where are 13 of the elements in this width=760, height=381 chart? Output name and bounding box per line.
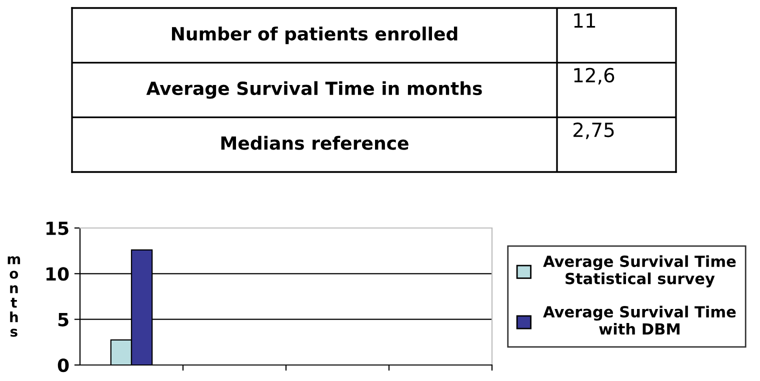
text: Medians reference	[221, 136, 408, 150]
y-tick-label: 5	[58, 313, 68, 326]
text: 11	[574, 13, 596, 28]
y-tick-label: 0	[58, 358, 69, 372]
y-axis-title: months	[8, 256, 20, 337]
y-tick-label: 15	[46, 222, 68, 236]
y-tick-label: 10	[46, 267, 69, 281]
text: Average Survival Time in months	[146, 81, 482, 99]
legend-label: Average Survival Time Statistical survey	[543, 255, 736, 288]
text: 2,75	[574, 122, 614, 140]
text: 12,6	[574, 68, 614, 85]
text: Number of patients enrolled	[172, 26, 458, 44]
legend-label: Average Survival Time with DBM	[543, 306, 736, 335]
